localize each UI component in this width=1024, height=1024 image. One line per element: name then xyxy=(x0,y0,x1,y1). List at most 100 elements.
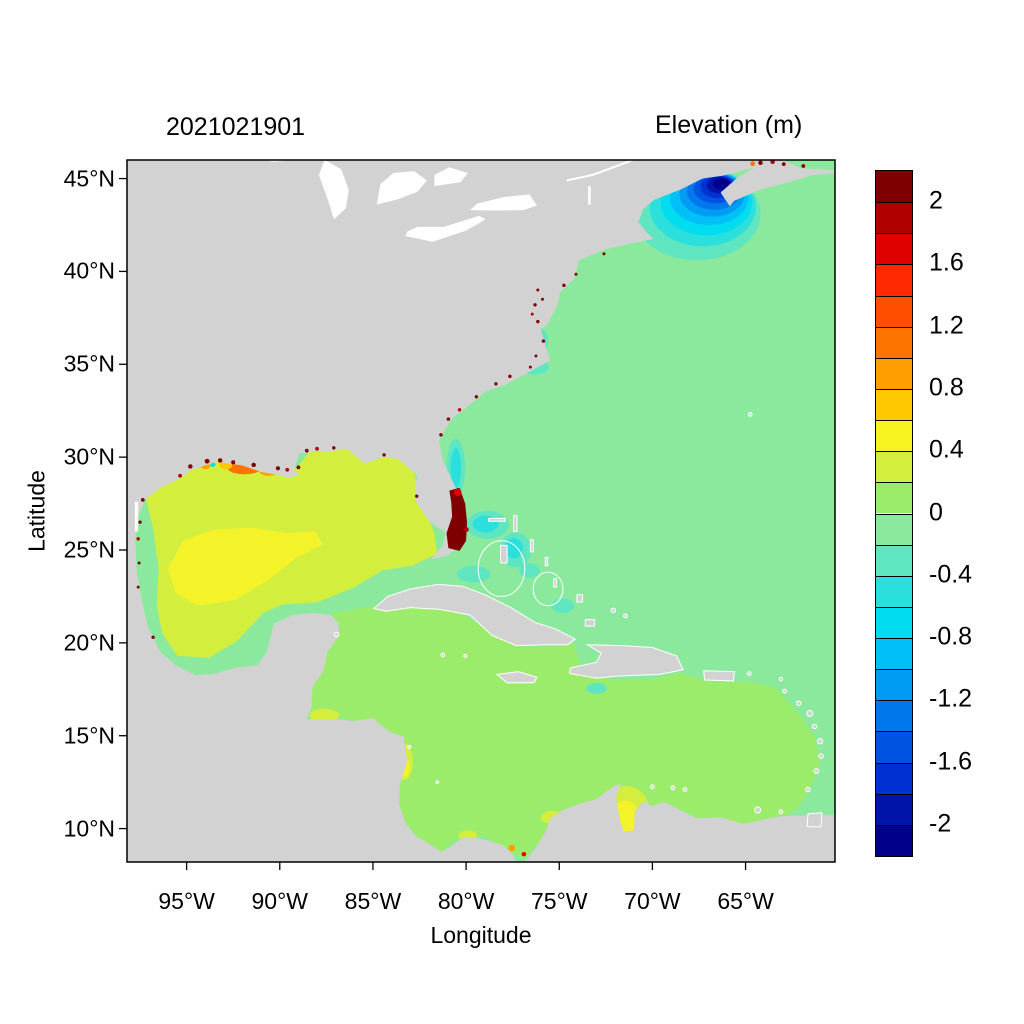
colorbar-segment xyxy=(876,762,912,794)
island-speck xyxy=(783,689,787,693)
colorbar-tick-label: -0.8 xyxy=(929,622,973,651)
x-tick-label: 75°W xyxy=(531,888,588,914)
laguna-madre xyxy=(134,501,139,532)
great-lakes xyxy=(134,150,656,532)
colorbar-segment xyxy=(876,575,912,607)
speck-group-feature xyxy=(315,446,319,451)
speck-group-feature xyxy=(439,433,443,437)
colorbar-segment xyxy=(876,606,912,639)
puerto-rico-island xyxy=(704,671,735,681)
map-plot xyxy=(119,150,836,870)
teal-group-feature xyxy=(504,537,523,559)
speck-group-feature xyxy=(574,272,578,276)
speck-group-feature xyxy=(562,283,566,288)
island-speck xyxy=(807,710,813,716)
colorbar-tick-label: -1.2 xyxy=(929,684,973,713)
speck-group-feature xyxy=(508,374,512,379)
colorbar-segment xyxy=(876,171,912,203)
colorbar-segment xyxy=(876,420,912,452)
colorbar-tick-label: 0.8 xyxy=(929,373,964,402)
speck-group-feature xyxy=(534,354,538,358)
little-bahama-bank-outline xyxy=(533,572,563,605)
great-bahama-bank-outline xyxy=(478,541,525,597)
speck-group-feature xyxy=(415,494,419,498)
andros-island xyxy=(501,545,508,563)
speck-group-feature xyxy=(137,561,141,565)
lake-michigan xyxy=(318,160,349,220)
y-tick-label: 15°N xyxy=(63,722,115,749)
speck-group-feature xyxy=(494,382,498,386)
speck-group-feature xyxy=(474,395,479,399)
island-speck xyxy=(779,677,782,680)
teal-group-feature xyxy=(551,598,575,614)
teal-group-feature xyxy=(456,565,491,583)
x-tick-label: 65°W xyxy=(717,888,774,914)
speck-group-feature xyxy=(801,164,806,168)
acklins-island xyxy=(577,595,583,602)
island-speck xyxy=(814,769,819,774)
y-tick-label: 40°N xyxy=(63,257,115,284)
jamaica-island xyxy=(497,672,537,683)
small-island-specks xyxy=(334,413,823,814)
x-tick-label: 70°W xyxy=(624,888,681,914)
eleuthera-island xyxy=(530,540,533,552)
speck-group-feature xyxy=(136,537,140,541)
island-speck xyxy=(796,701,800,705)
speck-group-feature xyxy=(296,465,301,470)
colorbar-title: Elevation (m) xyxy=(655,111,803,139)
lake-huron xyxy=(376,171,427,205)
speck-group-feature xyxy=(457,408,462,412)
teal-group-feature xyxy=(450,447,462,489)
speck-group-feature xyxy=(231,460,236,465)
colorbar-tick-label: -2 xyxy=(929,809,952,838)
hispaniola-island xyxy=(570,645,684,678)
island-speck xyxy=(624,614,628,618)
yellow-group-feature xyxy=(309,708,340,722)
st-lawrence-river xyxy=(567,150,656,180)
y-axis-label: Latitude xyxy=(23,470,50,552)
colorbar-tick-label: -1.6 xyxy=(929,747,973,776)
colorbar-segment xyxy=(876,264,912,296)
speck-group-feature xyxy=(275,466,280,471)
island-speck xyxy=(334,632,338,636)
colorbar-segment xyxy=(876,482,912,514)
speck-group-feature xyxy=(178,473,182,478)
island-speck xyxy=(779,810,783,814)
speck-group-feature xyxy=(521,851,527,857)
speck-group-feature xyxy=(536,319,540,324)
plot-border xyxy=(126,159,836,863)
abaco-island xyxy=(514,516,517,532)
trinidad-island xyxy=(807,813,822,827)
lake-erie xyxy=(405,215,486,242)
island-speck xyxy=(806,787,810,791)
speck-group-feature xyxy=(528,365,532,369)
colorbar-segment xyxy=(876,700,912,732)
island-speck xyxy=(651,785,655,789)
speck-group-feature xyxy=(453,488,462,497)
island-speck xyxy=(812,724,816,728)
teal-group-feature xyxy=(586,682,607,694)
speck-group-feature xyxy=(602,252,606,256)
grand-bahama-island xyxy=(488,518,505,521)
colorbar-segment xyxy=(876,824,912,856)
colorbar-segment xyxy=(876,638,912,670)
colorbar-segment xyxy=(876,326,912,358)
maine-group-feature xyxy=(713,178,730,190)
gulf-of-mexico-yellow-core xyxy=(167,527,323,606)
lake-champlain xyxy=(588,185,591,205)
speck-group-feature xyxy=(770,160,775,165)
x-tick-label: 80°W xyxy=(437,888,495,914)
island-speck xyxy=(408,745,411,748)
georgian-bay xyxy=(434,167,468,186)
teal-group-feature xyxy=(519,562,540,578)
speck-group-feature xyxy=(382,453,386,457)
island-speck xyxy=(611,608,615,612)
island-speck xyxy=(747,672,751,676)
colorbar-tick-label: 0.4 xyxy=(929,435,964,464)
ocean-northeast-corner xyxy=(782,160,835,171)
x-tick-label: 90°W xyxy=(251,888,309,914)
colorbar-tick-label: 2 xyxy=(929,186,943,215)
island-speck xyxy=(441,653,445,657)
colorbar-segment xyxy=(876,544,912,576)
speck-group-feature xyxy=(251,462,256,468)
